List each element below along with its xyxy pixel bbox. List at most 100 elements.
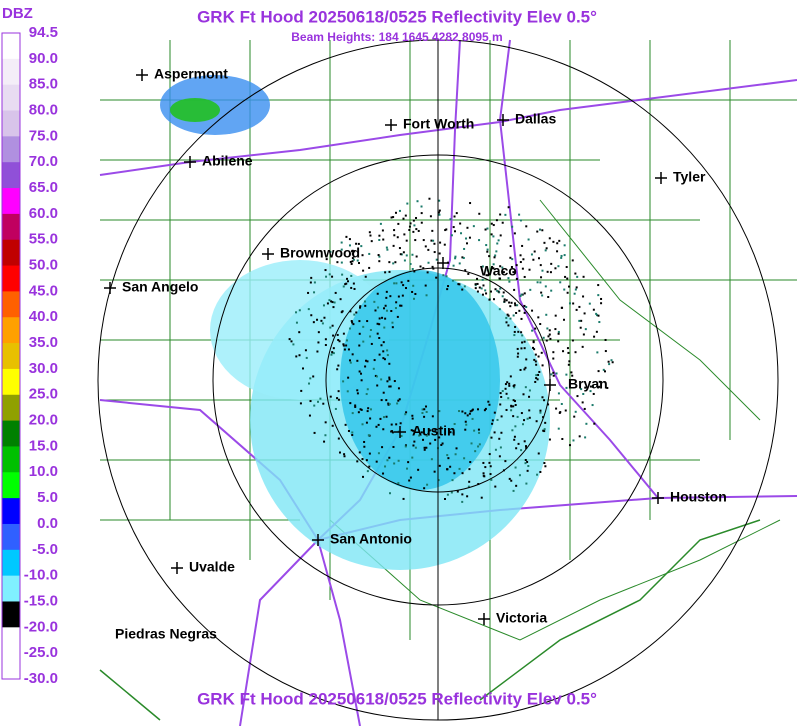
echo-speck xyxy=(507,277,510,280)
echo-speck xyxy=(343,348,346,351)
echo-speck xyxy=(492,298,495,301)
echo-speck xyxy=(433,242,436,245)
echo-speck xyxy=(423,487,426,490)
echo-speck xyxy=(389,295,392,298)
echo-speck xyxy=(385,415,388,418)
echo-speck xyxy=(545,247,548,250)
echo-speck xyxy=(349,310,352,313)
echo-speck xyxy=(570,371,573,374)
echo-speck xyxy=(560,256,563,259)
echo-speck xyxy=(507,206,510,209)
echo-speck xyxy=(322,304,325,307)
echo-speck xyxy=(458,467,461,470)
echo-speck xyxy=(567,363,570,366)
echo-speck xyxy=(543,462,546,465)
echo-speck xyxy=(350,286,353,289)
echo-speck xyxy=(431,265,434,268)
legend-label: 5.0 xyxy=(37,489,58,506)
echo-speck xyxy=(464,428,467,431)
echo-speck xyxy=(578,319,581,322)
echo-speck xyxy=(376,322,379,325)
echo-speck xyxy=(325,258,328,261)
echo-speck xyxy=(576,275,579,278)
echo-speck xyxy=(394,211,397,214)
echo-speck xyxy=(466,414,469,417)
echo-speck xyxy=(360,408,363,411)
echo-speck xyxy=(464,420,467,423)
echo-speck xyxy=(388,385,391,388)
legend-label: 85.0 xyxy=(29,76,58,93)
echo-speck xyxy=(406,202,409,205)
echo-speck xyxy=(589,390,592,393)
echo-speck xyxy=(557,340,560,343)
echo-speck xyxy=(487,400,490,403)
echo-speck xyxy=(328,299,331,302)
echo-speck xyxy=(337,437,340,440)
echo-speck xyxy=(367,434,370,437)
echo-speck xyxy=(484,228,487,231)
legend-swatch xyxy=(2,239,20,267)
echo-speck xyxy=(454,230,457,233)
echo-speck xyxy=(574,272,577,275)
echo-speck xyxy=(376,332,379,335)
echo-speck xyxy=(525,445,528,448)
echo-speck xyxy=(425,434,428,437)
echo-speck xyxy=(396,236,399,239)
echo-speck xyxy=(579,326,582,329)
echo-speck xyxy=(378,337,381,340)
echo-speck xyxy=(453,423,456,426)
echo-speck xyxy=(330,300,333,303)
echo-speck xyxy=(361,254,364,257)
echo-speck xyxy=(322,402,325,405)
echo-speck xyxy=(378,255,381,258)
echo-speck xyxy=(386,354,389,357)
echo-speck xyxy=(501,266,504,269)
echo-speck xyxy=(582,333,585,336)
echo-speck xyxy=(582,275,585,278)
echo-speck xyxy=(500,415,503,418)
echo-speck xyxy=(537,355,540,358)
echo-speck xyxy=(592,392,595,395)
echo-speck xyxy=(420,205,423,208)
echo-speck xyxy=(434,428,437,431)
echo-speck xyxy=(336,368,339,371)
legend-label: -15.0 xyxy=(24,592,58,609)
echo-speck xyxy=(560,254,563,257)
echo-speck xyxy=(595,330,598,333)
echo-speck xyxy=(399,253,402,256)
city-label: Austin xyxy=(412,423,456,439)
echo-speck xyxy=(442,274,445,277)
echo-speck xyxy=(494,485,497,488)
echo-speck xyxy=(298,309,301,312)
echo-speck xyxy=(288,338,291,341)
legend-label: 10.0 xyxy=(29,463,58,480)
echo-speck xyxy=(539,323,542,326)
legend-label: 45.0 xyxy=(29,282,58,299)
echo-speck xyxy=(370,342,373,345)
echo-speck xyxy=(409,262,412,265)
echo-speck xyxy=(332,306,335,309)
echo-speck xyxy=(516,355,519,358)
echo-speck xyxy=(521,267,524,270)
echo-speck xyxy=(532,258,535,261)
echo-speck xyxy=(571,374,574,377)
echo-speck xyxy=(393,380,396,383)
echo-speck xyxy=(537,452,540,455)
echo-speck xyxy=(543,428,546,431)
legend-swatch xyxy=(2,549,20,577)
echo-speck xyxy=(418,434,421,437)
echo-speck xyxy=(459,222,462,225)
legend-label: -10.0 xyxy=(24,567,58,584)
echo-speck xyxy=(342,285,345,288)
echo-speck xyxy=(367,407,370,410)
echo-speck xyxy=(547,335,550,338)
echo-speck xyxy=(526,469,529,472)
echo-speck xyxy=(510,301,513,304)
legend-swatch xyxy=(2,213,20,241)
echo-speck xyxy=(353,250,356,253)
echo-speck xyxy=(550,289,553,292)
echo-speck xyxy=(438,464,441,467)
city-label: Fort Worth xyxy=(403,116,474,132)
echo-speck xyxy=(524,462,527,465)
echo-speck xyxy=(329,326,332,329)
